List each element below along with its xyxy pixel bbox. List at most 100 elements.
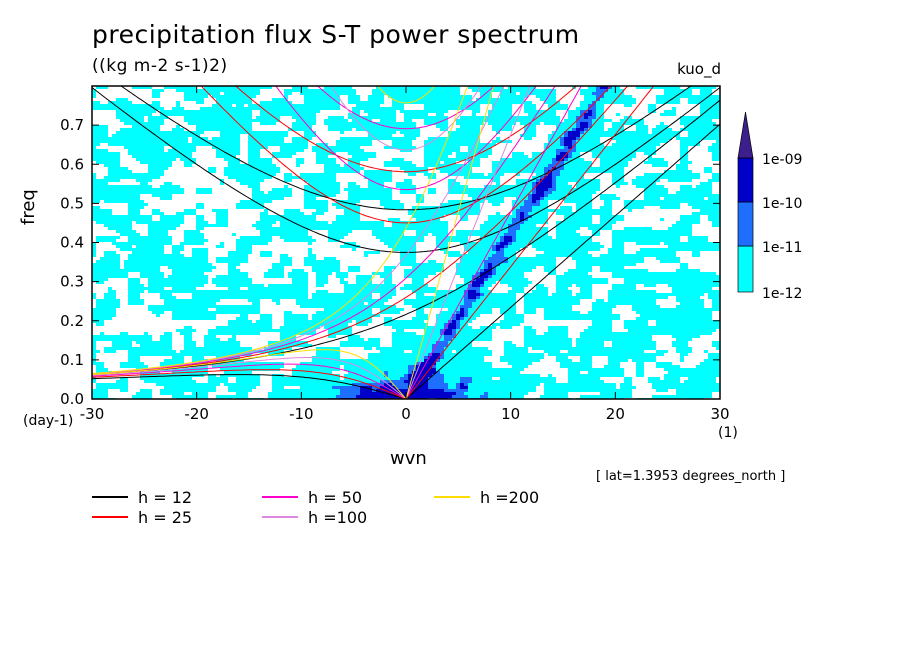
power-cell <box>148 275 152 278</box>
power-cell <box>212 305 216 308</box>
power-cell <box>288 293 292 296</box>
power-cell <box>384 347 388 350</box>
power-cell <box>136 119 140 122</box>
power-cell <box>396 125 400 128</box>
power-cell <box>112 215 116 218</box>
power-cell <box>372 197 376 200</box>
power-cell <box>396 101 400 104</box>
power-cell <box>248 311 252 314</box>
power-cell <box>368 125 372 128</box>
power-cell <box>168 281 172 284</box>
power-cell <box>288 218 292 221</box>
power-cell <box>256 332 260 335</box>
power-cell <box>228 353 232 356</box>
power-cell <box>124 140 128 143</box>
power-cell <box>96 149 100 152</box>
power-cell <box>140 374 144 377</box>
power-cell <box>260 137 264 140</box>
power-cell <box>140 371 144 374</box>
power-cell <box>128 347 132 350</box>
power-cell <box>152 350 156 353</box>
power-cell <box>248 332 252 335</box>
power-cell <box>364 224 368 227</box>
power-cell <box>188 275 192 278</box>
power-cell <box>172 269 176 272</box>
power-cell <box>308 176 312 179</box>
power-cell <box>184 266 188 269</box>
power-cell <box>276 389 280 392</box>
power-cell <box>160 113 164 116</box>
power-cell <box>324 386 328 389</box>
power-cell <box>336 233 340 236</box>
power-cell <box>372 374 376 377</box>
power-cell <box>192 299 196 302</box>
power-cell <box>384 239 388 242</box>
power-cell <box>216 119 220 122</box>
power-cell <box>312 368 316 371</box>
power-cell <box>156 161 160 164</box>
power-cell <box>108 137 112 140</box>
power-cell <box>224 281 228 284</box>
power-cell <box>96 194 100 197</box>
power-cell <box>336 92 340 95</box>
power-cell <box>308 383 312 386</box>
power-cell <box>280 326 284 329</box>
power-cell <box>232 344 236 347</box>
power-cell <box>124 215 128 218</box>
power-cell <box>344 305 348 308</box>
power-cell <box>96 206 100 209</box>
power-cell <box>324 326 328 329</box>
power-cell <box>324 272 328 275</box>
power-cell <box>392 320 396 323</box>
power-cell <box>240 314 244 317</box>
power-cell <box>152 233 156 236</box>
power-cell <box>148 221 152 224</box>
power-cell <box>344 299 348 302</box>
power-cell <box>320 95 324 98</box>
power-cell <box>312 323 316 326</box>
power-cell <box>228 287 232 290</box>
power-cell <box>96 305 100 308</box>
power-cell <box>328 233 332 236</box>
power-cell <box>240 107 244 110</box>
power-cell <box>184 116 188 119</box>
power-cell <box>140 110 144 113</box>
power-cell <box>372 173 376 176</box>
power-cell <box>380 119 384 122</box>
power-cell <box>140 104 144 107</box>
power-cell <box>108 191 112 194</box>
power-cell <box>236 113 240 116</box>
power-cell <box>292 371 296 374</box>
power-cell <box>296 341 300 344</box>
power-cell <box>312 317 316 320</box>
power-cell <box>328 326 332 329</box>
power-cell <box>212 95 216 98</box>
power-cell <box>300 128 304 131</box>
power-cell <box>352 146 356 149</box>
power-cell <box>124 227 128 230</box>
power-cell <box>160 158 164 161</box>
power-cell <box>380 275 384 278</box>
power-cell <box>352 218 356 221</box>
power-cell <box>260 176 264 179</box>
power-cell <box>316 92 320 95</box>
power-cell <box>168 134 172 137</box>
power-cell <box>176 191 180 194</box>
power-cell <box>260 227 264 230</box>
power-cell <box>236 101 240 104</box>
power-cell <box>232 167 236 170</box>
power-cell <box>352 191 356 194</box>
power-cell <box>248 116 252 119</box>
power-cell <box>352 182 356 185</box>
power-cell <box>388 356 392 359</box>
power-cell <box>296 371 300 374</box>
power-cell <box>332 257 336 260</box>
power-cell <box>328 269 332 272</box>
power-cell <box>136 212 140 215</box>
power-cell <box>152 221 156 224</box>
power-cell <box>160 296 164 299</box>
power-cell <box>192 110 196 113</box>
power-cell <box>184 242 188 245</box>
power-cell <box>312 212 316 215</box>
power-cell <box>240 389 244 392</box>
